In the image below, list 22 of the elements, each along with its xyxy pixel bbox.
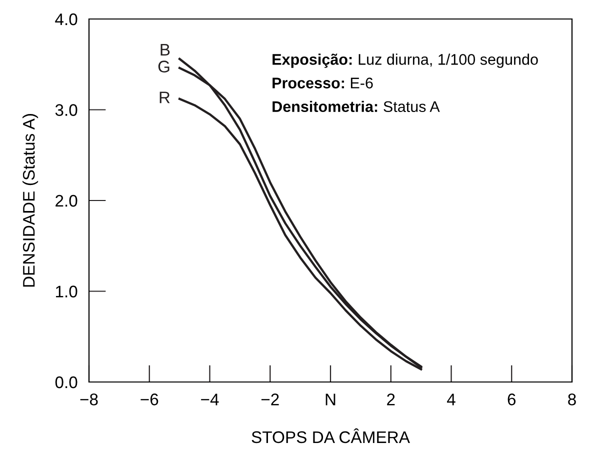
y-tick-label: 2.0	[56, 194, 78, 207]
annotation: Exposição: Luz diurna, 1/100 segundo	[272, 54, 538, 68]
series-label: R	[160, 92, 170, 104]
x-tick-label: −4	[201, 394, 219, 406]
x-tick-label: −2	[261, 394, 279, 406]
series-label: B	[160, 44, 170, 56]
y-axis-title: DENSIDADE (Status A)	[22, 114, 38, 287]
x-tick-label: 4	[447, 394, 456, 406]
annotation: Processo: E-6	[272, 78, 373, 88]
x-tick-label: 2	[387, 394, 395, 406]
y-tick-label: 0.0	[55, 376, 78, 388]
annotation: Densitometria: Status A	[272, 100, 440, 112]
x-tick-label: −8	[80, 394, 98, 406]
x-tick-label: 6	[508, 394, 516, 406]
y-tick-label: 3.0	[55, 104, 78, 116]
y-tick-label: 4.0	[55, 13, 78, 26]
x-tick-label: 8	[568, 394, 576, 406]
x-tick-label: N	[326, 394, 336, 406]
series-label: G	[158, 60, 170, 72]
x-axis-title: STOPS DA CÂMERA	[252, 428, 410, 444]
y-tick-label: 1.0	[56, 286, 78, 298]
x-tick-label: −6	[140, 394, 158, 406]
